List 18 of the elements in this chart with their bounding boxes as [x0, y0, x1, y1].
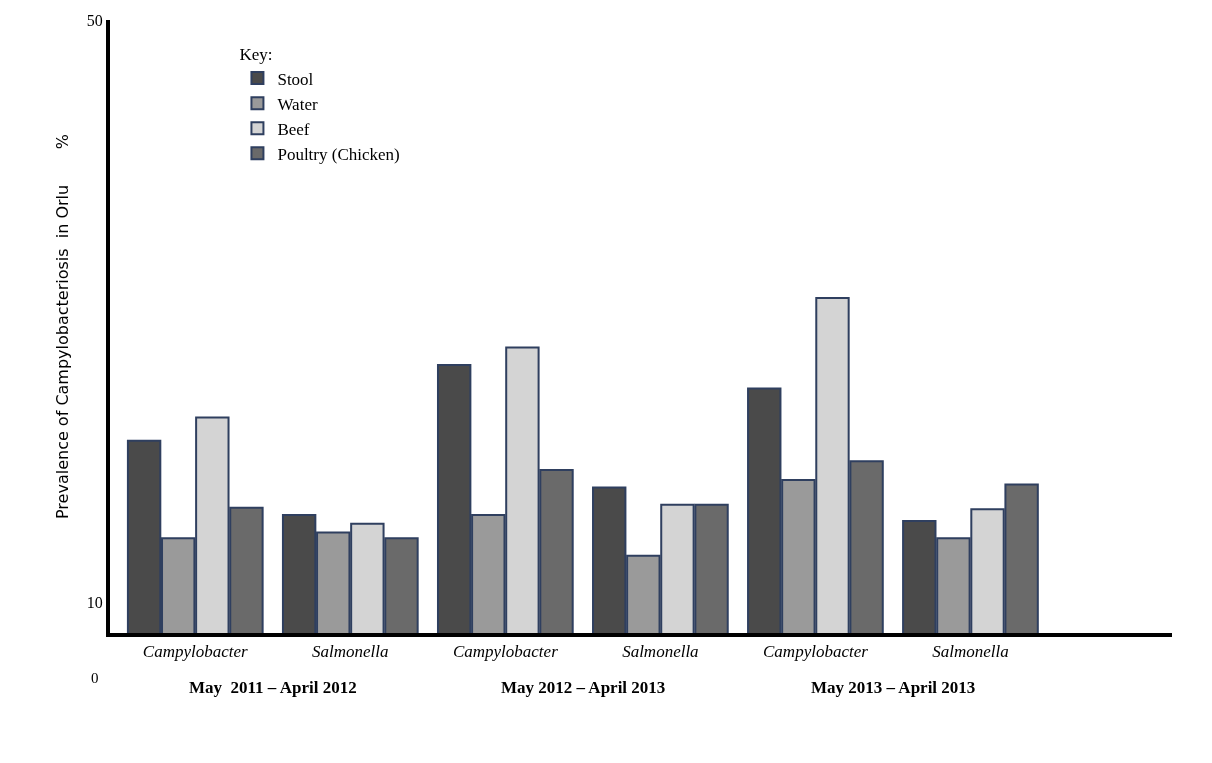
x-tick-label: Salmonella — [312, 642, 389, 662]
text: May 2011 – April 2012 — [189, 678, 357, 697]
text: 0 — [91, 670, 99, 686]
y-tick-label: 10 — [86, 594, 103, 612]
legend-label: Water — [277, 94, 318, 114]
legend-title: Key: — [239, 45, 273, 65]
legend-label: Poultry (Chicken) — [277, 144, 400, 164]
legend-label: Stool — [277, 69, 314, 89]
x-tick-label: Campylobacter — [452, 642, 559, 662]
text: May 2013 – April 2013 — [811, 678, 976, 697]
x-tick-label: Campylobacter — [142, 642, 249, 662]
x-tick-label: Salmonella — [932, 642, 1009, 662]
x-tick-label: Salmonella — [622, 642, 699, 662]
text: May 2012 – April 2013 — [501, 678, 666, 697]
y-tick-label: 50 — [86, 11, 103, 29]
legend-label: Beef — [277, 119, 310, 139]
y-axis-title: Prevalence of Campylobacteriosis in Orlu % — [53, 133, 73, 520]
x-tick-label: Campylobacter — [763, 642, 869, 662]
